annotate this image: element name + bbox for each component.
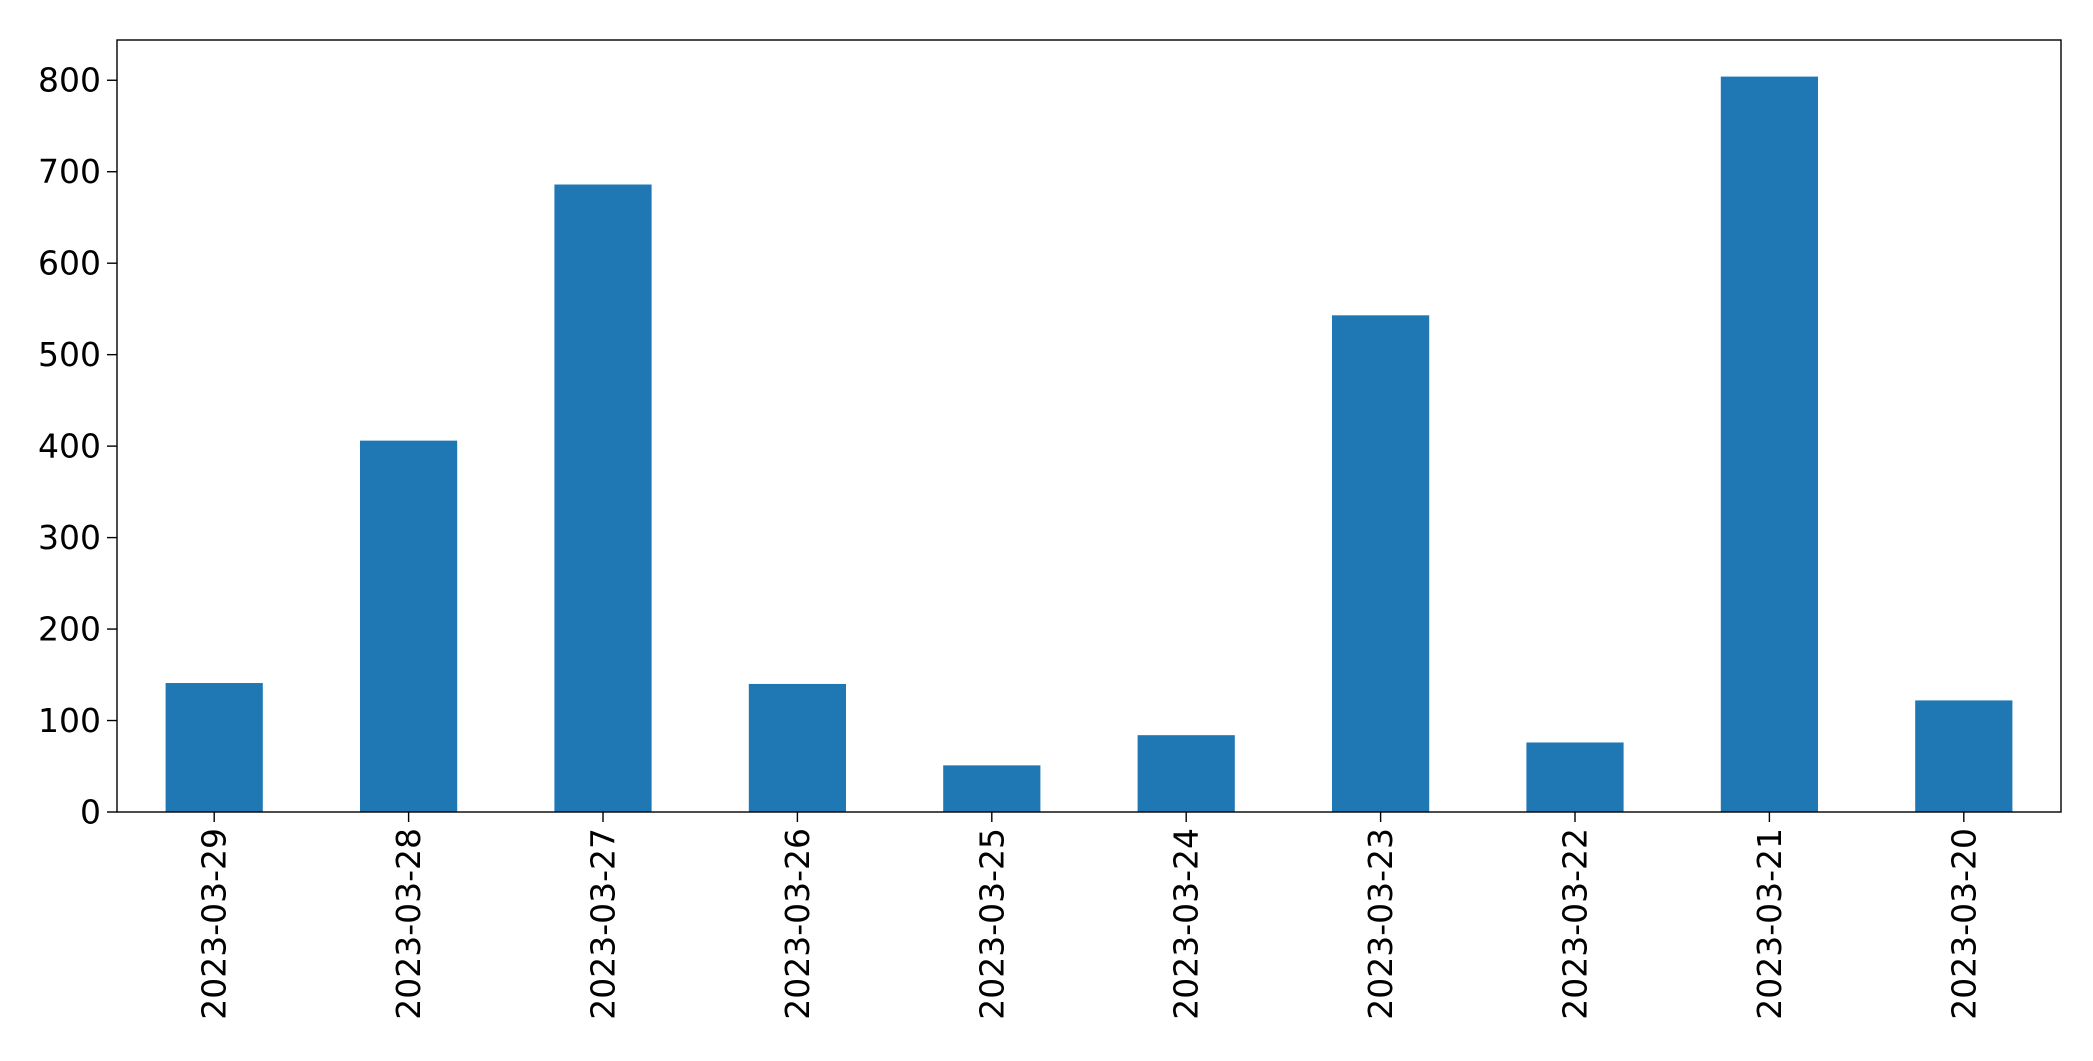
x-tick-label: 2023-03-22 [1556,828,1595,1020]
bar-2023-03-28 [360,440,458,812]
bar-2023-03-23 [1332,315,1430,812]
bar-2023-03-25 [943,765,1041,812]
y-tick-label: 200 [38,610,101,649]
y-tick-label: 700 [38,152,101,191]
bar-2023-03-24 [1137,735,1235,812]
bar-2023-03-27 [554,184,652,812]
x-tick-label: 2023-03-20 [1944,828,1983,1020]
y-tick-label: 0 [80,793,101,832]
x-tick-label: 2023-03-23 [1361,828,1400,1020]
bar-2023-03-22 [1526,742,1624,812]
x-tick-label: 2023-03-21 [1750,828,1789,1020]
plot-frame [116,39,2062,813]
x-tick-label: 2023-03-26 [778,828,817,1020]
y-tick-label: 400 [38,427,101,466]
y-tick-label: 800 [38,61,101,100]
bars-layer [165,76,2013,813]
y-tick-label: 300 [38,518,101,557]
bar-2023-03-26 [748,683,846,812]
x-tick-label: 2023-03-24 [1167,828,1206,1020]
y-axis: 0 100 200 300 400 500 600 700 800 [38,61,117,832]
y-tick-label: 600 [38,244,101,283]
x-tick-label: 2023-03-25 [972,828,1011,1020]
x-tick-label: 2023-03-27 [584,828,623,1020]
bar-2023-03-20 [1915,700,2013,812]
y-tick-label: 500 [38,335,101,374]
bar-2023-03-29 [165,683,263,812]
y-tick-label: 100 [38,701,101,740]
x-tick-label: 2023-03-28 [389,828,428,1020]
x-tick-label: 2023-03-29 [195,828,234,1020]
bar-2023-03-21 [1720,76,1818,813]
x-axis: 2023-03-29 2023-03-28 2023-03-27 2023-03-26… [195,812,1983,1020]
